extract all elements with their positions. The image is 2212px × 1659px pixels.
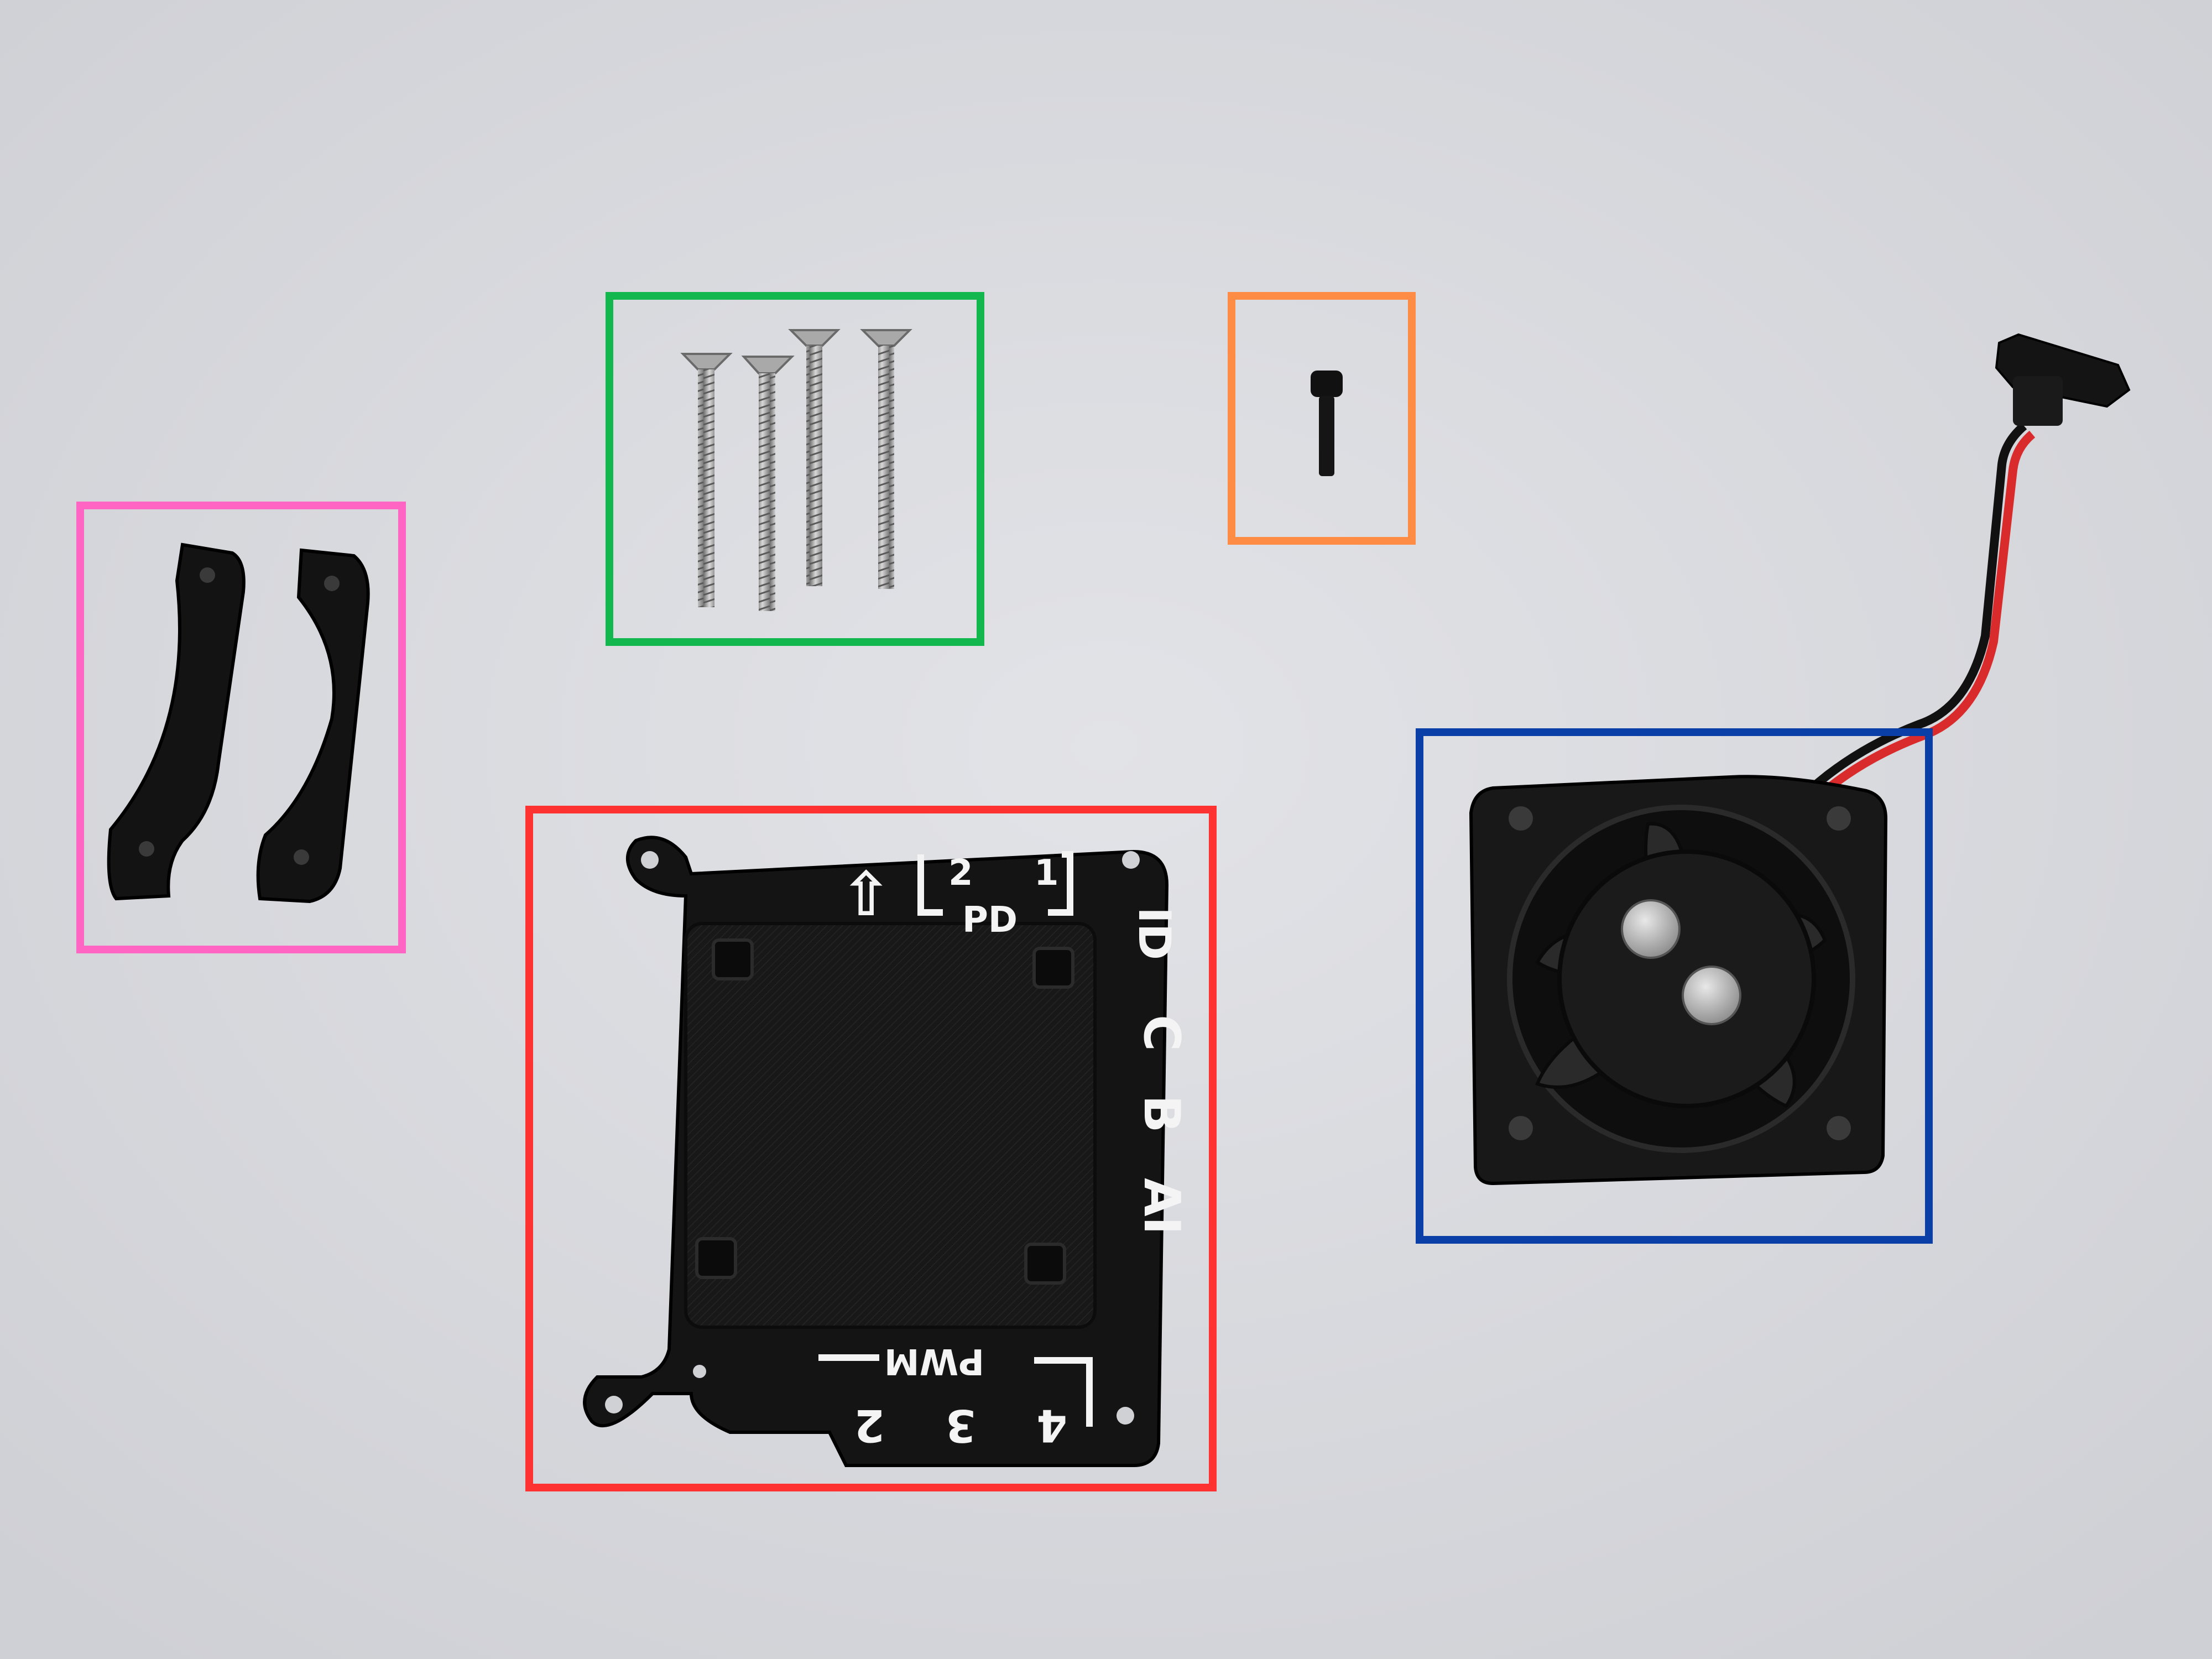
fan-cable [1794, 422, 2036, 812]
screw-3 [788, 329, 841, 586]
plate-pwm-2: 2 [854, 1400, 885, 1451]
callout-mount-plate [525, 806, 1217, 1491]
callout-small-screw [1228, 292, 1416, 545]
plate-pd-2: 2 [948, 853, 973, 894]
plate-side-c: C [1133, 1015, 1191, 1051]
small-cap-screw [1311, 371, 1343, 476]
plate-pwm-3: 3 [945, 1400, 976, 1451]
fan [1469, 775, 1888, 1186]
screw-1 [680, 353, 733, 607]
plate-side-id: ID [1129, 907, 1180, 960]
callout-fan [1416, 728, 1933, 1244]
plate-arrow: ⇧ [841, 859, 891, 930]
mount-plate: ⇧ 2 1 PD ID C B AI PWM 4 3 2 [583, 836, 1191, 1467]
screw-4 [860, 329, 912, 589]
bracket-left [107, 542, 246, 901]
callout-long-screws [606, 292, 984, 646]
screw-2 [741, 356, 795, 611]
plate-pd-1: 1 [1034, 853, 1059, 894]
bracket-right [256, 548, 370, 904]
plate-side-b: B [1133, 1095, 1191, 1133]
callout-brackets [76, 502, 406, 953]
plate-pd-word: PD [962, 900, 1018, 941]
plate-side-a: AI [1133, 1178, 1191, 1235]
fan-connector [1995, 333, 2131, 426]
plate-pwm-4: 4 [1036, 1400, 1067, 1451]
plate-pwm-word: PWM [884, 1340, 984, 1381]
